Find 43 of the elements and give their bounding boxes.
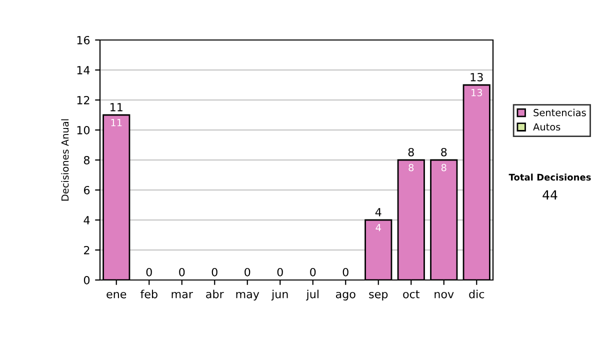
total-label: 11 (110, 103, 122, 112)
total-label: 8 (408, 148, 414, 156)
y-tick-label: 6 (84, 186, 90, 194)
x-tick-label: mar (172, 292, 193, 298)
total-label: 0 (244, 268, 250, 276)
y-tick-label: 4 (84, 216, 90, 224)
text: Total Decisiones (508, 174, 591, 181)
y-tick-label: 16 (77, 36, 90, 44)
total-label: 0 (277, 268, 283, 276)
y-tick-label: 8 (84, 156, 90, 164)
x-tick-label: abr (206, 290, 224, 298)
x-tick-label: dic (469, 290, 484, 298)
y-tick-label: 0 (84, 276, 90, 284)
total-label: 4 (375, 208, 382, 216)
data-label: 11 (111, 119, 122, 126)
y-tick-label: 2 (84, 246, 90, 254)
total-label: 0 (179, 268, 185, 276)
data-label: 8 (408, 164, 414, 172)
data-label: 13 (472, 88, 482, 96)
total-label: 0 (342, 268, 348, 276)
data-label: 4 (376, 224, 381, 232)
total-label: 8 (441, 148, 447, 156)
x-tick-label: may (236, 292, 260, 300)
x-tick-label: oct (403, 290, 420, 298)
y-axis-title: Decisiones Anual (61, 119, 69, 201)
y-tick-label: 12 (77, 96, 90, 104)
legend-label: Sentencias (534, 108, 586, 116)
x-tick-label: ene (106, 292, 126, 298)
x-tick-label: feb (140, 290, 158, 298)
total-label: 0 (146, 268, 152, 276)
y-tick-label: 14 (77, 66, 90, 74)
x-tick-label: jun (271, 290, 288, 300)
x-tick-label: jul (306, 290, 318, 300)
total-label: 13 (470, 72, 483, 82)
x-tick-label: ago (336, 292, 356, 300)
x-tick-label: nov (434, 292, 454, 298)
y-tick-label: 10 (77, 126, 90, 134)
total-label: 0 (310, 268, 316, 276)
total-label: 0 (212, 268, 218, 276)
x-tick-label: sep (369, 292, 388, 300)
text: 44 (542, 190, 558, 200)
data-label: 8 (441, 164, 446, 172)
legend-label: Autos (533, 123, 560, 131)
